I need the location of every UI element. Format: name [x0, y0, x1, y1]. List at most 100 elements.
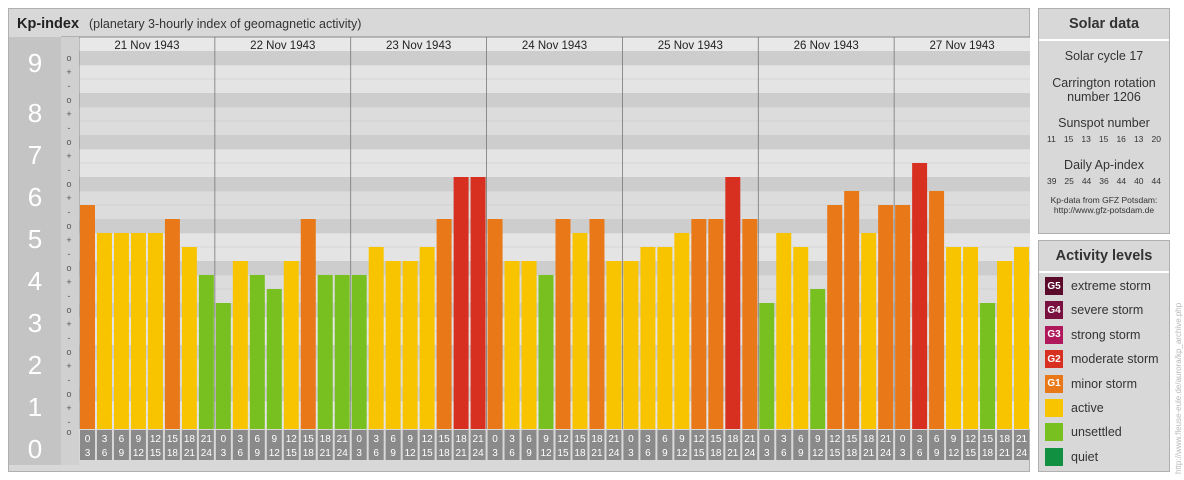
minor-tick: o	[66, 427, 71, 437]
minor-tick: -	[68, 207, 71, 217]
interval-cell	[657, 430, 673, 460]
ap-index-values: 39 25 44 36 44 40 44	[1039, 176, 1169, 186]
interval-cell	[912, 430, 928, 460]
kp-bar	[742, 219, 758, 429]
activity-level-label: active	[1071, 401, 1104, 415]
interval-cell	[776, 430, 792, 460]
interval-cell	[725, 430, 741, 460]
ap-value: 44	[1116, 176, 1127, 186]
kp-chart: Kp-index (planetary 3-hourly index of geo…	[9, 16, 1030, 465]
interval-end-label: 15	[693, 448, 705, 459]
minor-tick: -	[68, 291, 71, 301]
sunspot-value: 11	[1047, 134, 1056, 144]
sunspot-values: 11 15 13 15 16 13 20	[1039, 134, 1169, 144]
interval-end-label: 9	[934, 448, 940, 459]
interval-start-label: 18	[863, 434, 875, 445]
interval-end-label: 15	[286, 448, 298, 459]
minor-tick: -	[68, 81, 71, 91]
kp-bar	[215, 303, 231, 429]
kp-bar	[198, 274, 214, 429]
interval-end-label: 9	[390, 448, 396, 459]
interval-end-label: 12	[540, 448, 552, 459]
interval-cell	[810, 430, 826, 460]
interval-start-label: 6	[390, 434, 396, 445]
interval-cell	[181, 430, 197, 460]
interval-start-label: 18	[320, 434, 332, 445]
kp-bar	[283, 261, 299, 429]
band-strong	[79, 261, 1030, 275]
sunspot-value: 15	[1063, 134, 1074, 144]
interval-start-label: 15	[846, 434, 858, 445]
carrington-rotation-line2: number 1206	[1067, 90, 1141, 104]
kp-bar	[980, 303, 996, 429]
minor-tick: o	[66, 305, 71, 315]
interval-cell	[453, 430, 469, 460]
ap-value: 25	[1064, 176, 1074, 186]
interval-cell	[555, 430, 571, 460]
activity-levels-title: Activity levels	[1039, 241, 1169, 273]
minor-tick: o	[66, 53, 71, 63]
interval-end-label: 6	[509, 448, 515, 459]
interval-end-label: 12	[133, 448, 145, 459]
y-tick-label: 5	[28, 224, 42, 254]
interval-cell	[963, 430, 979, 460]
activity-level-label: strong storm	[1071, 327, 1141, 342]
interval-start-label: 0	[492, 434, 498, 445]
kp-bar	[96, 232, 112, 429]
y-tick-label: 6	[28, 182, 42, 212]
interval-end-label: 21	[456, 448, 468, 459]
interval-end-label: 3	[221, 448, 227, 459]
interval-cell	[215, 430, 231, 460]
interval-end-label: 18	[982, 448, 994, 459]
interval-start-label: 12	[557, 434, 569, 445]
day-header-band	[79, 37, 1030, 51]
interval-start-label: 6	[798, 434, 804, 445]
kp-bar	[1014, 247, 1029, 429]
minor-tick: -	[68, 417, 71, 427]
activity-level-label: minor storm	[1071, 376, 1137, 391]
interval-start-label: 9	[136, 434, 142, 445]
interval-start-label: 9	[272, 434, 278, 445]
interval-start-label: 3	[238, 434, 244, 445]
interval-end-label: 24	[880, 448, 892, 459]
kp-bar	[351, 274, 367, 429]
interval-start-label: 6	[119, 434, 125, 445]
y-tick-label: 7	[28, 140, 42, 170]
sunspot-label: Sunspot number	[1058, 116, 1150, 130]
y-tick-label: 9	[28, 48, 42, 78]
kp-bar	[80, 205, 95, 429]
gfz-source-link[interactable]: http://www.gfz-potsdam.de	[1053, 205, 1155, 215]
activity-level-swatch: G2	[1045, 350, 1063, 369]
interval-end-label: 9	[119, 448, 125, 459]
sunspot-value: 15	[1098, 134, 1109, 144]
minor-tick-column	[61, 37, 79, 465]
kp-bar	[606, 261, 622, 429]
interval-start-label: 6	[662, 434, 668, 445]
interval-start-label: 0	[221, 434, 227, 445]
credit-url[interactable]: http://www.fleuse-eule.de/aurora/kp_arch…	[1174, 302, 1183, 474]
kp-bar	[300, 219, 316, 429]
kp-bar	[691, 219, 707, 429]
interval-cell	[895, 430, 911, 460]
interval-end-label: 9	[798, 448, 804, 459]
interval-cell	[708, 430, 724, 460]
interval-end-label: 24	[337, 448, 349, 459]
minor-tick: +	[66, 319, 71, 329]
sunspot-value: 13	[1133, 134, 1144, 144]
kp-bar	[810, 289, 826, 429]
interval-end-label: 24	[744, 448, 756, 459]
interval-start-label: 12	[693, 434, 705, 445]
interval-cell	[198, 430, 214, 460]
kp-bar	[708, 219, 724, 429]
interval-cell	[623, 430, 639, 460]
kp-bar	[504, 261, 520, 429]
interval-start-label: 6	[934, 434, 940, 445]
minor-tick: +	[66, 151, 71, 161]
activity-level-label: unsettled	[1071, 425, 1122, 440]
kp-bar	[589, 219, 605, 429]
day-label: 25 Nov 1943	[658, 40, 723, 52]
interval-cell	[946, 430, 962, 460]
interval-end-label: 12	[676, 448, 688, 459]
interval-start-label: 0	[85, 434, 91, 445]
interval-cell	[334, 430, 350, 460]
